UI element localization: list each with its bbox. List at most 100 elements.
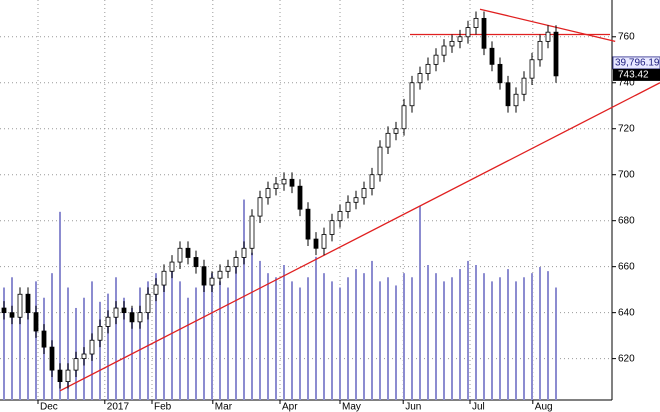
volume-bar: [419, 205, 421, 400]
volume-bar: [123, 297, 125, 400]
candle-body: [233, 257, 239, 268]
volume-bar: [523, 277, 525, 400]
volume-bar: [211, 273, 213, 400]
volume-bar: [515, 281, 517, 400]
candle-body: [505, 82, 511, 107]
x-tick-label: Dec: [40, 402, 58, 412]
volume-bar: [11, 277, 13, 400]
candle-body: [457, 36, 463, 42]
x-tick-label: Jul: [472, 402, 485, 412]
candle-body: [297, 185, 303, 210]
x-tick-label: Feb: [154, 402, 172, 412]
volume-bar: [203, 277, 205, 400]
volume-bar: [235, 267, 237, 400]
volume-bar: [163, 277, 165, 400]
candle-body: [81, 353, 87, 360]
candle-body: [497, 63, 503, 84]
volume-bar: [99, 301, 101, 400]
candle-body: [481, 17, 487, 49]
last-price-box: [613, 68, 660, 81]
candle-body: [473, 17, 479, 28]
y-tick-label: 660: [618, 261, 635, 272]
candle-body: [1, 307, 7, 314]
volume-bar: [179, 281, 181, 400]
volume-bar: [347, 277, 349, 400]
candle-body: [17, 293, 23, 318]
volume-bar: [339, 287, 341, 400]
candle-body: [289, 178, 295, 187]
volume-bar: [371, 260, 373, 400]
volume-bar: [411, 277, 413, 400]
candle-body: [169, 261, 175, 272]
volume-bar: [467, 260, 469, 400]
volume-bar: [67, 287, 69, 400]
volume-bar: [147, 281, 149, 400]
candle-body: [377, 146, 383, 176]
volume-bar: [427, 265, 429, 400]
candle-body: [385, 132, 391, 148]
candle-body: [345, 201, 351, 212]
volume-bar: [539, 267, 541, 400]
candle-body: [41, 330, 47, 348]
candle-body: [513, 93, 519, 107]
candle-body: [161, 270, 167, 286]
candle-body: [553, 31, 559, 77]
volume-bar: [35, 281, 37, 400]
volume-bar: [283, 265, 285, 400]
candle-body: [521, 77, 527, 95]
y-tick-label: 720: [618, 123, 635, 134]
candle-body: [177, 247, 183, 263]
volume-bar: [59, 211, 61, 400]
x-tick-label: Aug: [535, 402, 553, 412]
volume-bar: [187, 297, 189, 400]
x-tick-label: 2017: [107, 402, 130, 412]
candle-body: [185, 247, 191, 258]
volume-bar: [475, 265, 477, 400]
candle-body: [529, 59, 535, 79]
candle-body: [425, 63, 431, 74]
x-tick-label: May: [342, 402, 361, 412]
volume-bar: [291, 281, 293, 400]
y-tick-label: 680: [618, 215, 635, 226]
y-tick-label: 760: [618, 31, 635, 42]
volume-bar: [435, 273, 437, 400]
volume-bar: [459, 269, 461, 400]
candle-body: [65, 369, 71, 383]
candle-body: [433, 54, 439, 65]
candle-body: [137, 312, 143, 323]
volume-bar: [555, 287, 557, 400]
volume-bar: [259, 260, 261, 400]
y-tick-label: 620: [618, 353, 635, 364]
volume-bar: [355, 269, 357, 400]
volume-bar: [443, 281, 445, 400]
candle-body: [57, 369, 63, 383]
volume-bar: [531, 273, 533, 400]
y-tick-label: 700: [618, 169, 635, 180]
candle-body: [217, 270, 223, 279]
volume-bar: [483, 273, 485, 400]
volume-bar: [491, 281, 493, 400]
candle-body: [361, 188, 367, 199]
index-label: 39,796.19: [615, 58, 660, 69]
volume-bar: [155, 273, 157, 400]
volume-bar: [243, 199, 245, 400]
candle-body: [201, 266, 207, 286]
volume-bar: [507, 269, 509, 400]
volume-bar: [307, 277, 309, 400]
volume-bar: [379, 281, 381, 400]
candle-body: [393, 128, 399, 134]
volume-bar: [387, 277, 389, 400]
candle-body: [33, 312, 39, 332]
volume-bar: [299, 287, 301, 400]
volume-bar: [195, 287, 197, 400]
candle-body: [417, 73, 423, 84]
candle-body: [401, 105, 407, 130]
candle-body: [449, 40, 455, 47]
candle-body: [225, 266, 231, 272]
volume-bar: [219, 281, 221, 400]
volume-bar: [315, 256, 317, 400]
candle-body: [281, 178, 287, 185]
x-tick-label: Jun: [405, 402, 421, 412]
